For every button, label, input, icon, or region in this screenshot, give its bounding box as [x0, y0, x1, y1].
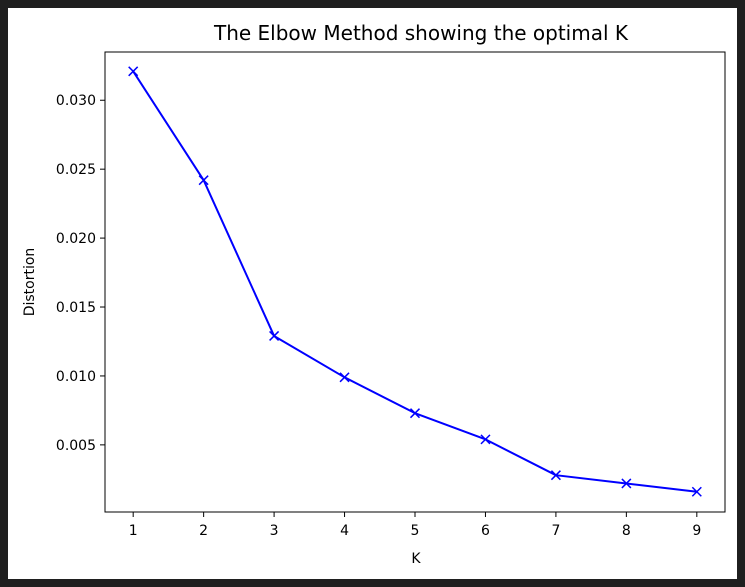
x-tick-label: 2: [199, 523, 208, 539]
y-tick-label: 0.010: [56, 369, 96, 385]
elbow-chart: The Elbow Method showing the optimal K 1…: [22, 21, 726, 567]
y-axis-label: Distortion: [22, 248, 38, 317]
series-distortion: [128, 66, 702, 497]
data-point-marker: [269, 330, 280, 341]
x-axis-label: K: [411, 551, 421, 567]
y-tick-label: 0.025: [56, 162, 96, 178]
chart-title: The Elbow Method showing the optimal K: [213, 21, 629, 45]
x-tick-label: 8: [622, 523, 631, 539]
y-tick-label: 0.005: [56, 438, 96, 454]
data-point-marker: [691, 486, 702, 497]
x-axis: 1 2 3 4 5 6 7 8 9: [129, 512, 701, 539]
y-axis: 0.005 0.010 0.015 0.020 0.025 0.030: [56, 93, 105, 454]
data-point-marker: [550, 470, 561, 481]
data-point-marker: [339, 372, 350, 383]
data-point-marker: [409, 408, 421, 419]
y-tick-label: 0.030: [56, 93, 96, 109]
x-tick-label: 3: [270, 523, 279, 539]
x-tick-label: 6: [481, 523, 490, 539]
data-point-marker: [480, 434, 491, 445]
x-tick-label: 4: [340, 523, 349, 539]
y-tick-label: 0.015: [56, 300, 96, 316]
x-tick-label: 9: [692, 523, 701, 539]
figure-canvas: The Elbow Method showing the optimal K 1…: [8, 8, 737, 579]
plot-area-frame: [104, 51, 726, 513]
data-point-marker: [128, 66, 139, 77]
x-tick-label: 1: [129, 523, 138, 539]
data-point-marker: [198, 175, 209, 186]
data-point-marker: [621, 478, 632, 489]
y-tick-label: 0.020: [56, 231, 96, 247]
x-tick-label: 5: [411, 523, 420, 539]
x-tick-label: 7: [551, 523, 560, 539]
series-line: [132, 70, 697, 493]
